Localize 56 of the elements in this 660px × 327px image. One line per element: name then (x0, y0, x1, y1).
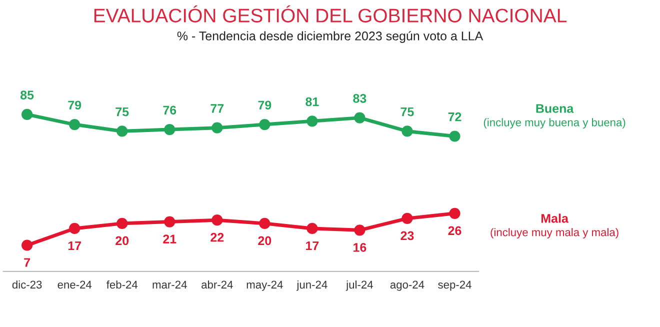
text: (incluye muy mala y mala) (490, 228, 618, 238)
data-label: 17 (68, 241, 81, 250)
point (116, 126, 128, 137)
data-label: 83 (353, 94, 366, 103)
point (354, 112, 366, 124)
point (306, 222, 318, 234)
point (22, 108, 33, 120)
data-label: 17 (306, 241, 319, 250)
data-label: 22 (210, 232, 224, 242)
point (212, 122, 223, 134)
x-tick-label: mar-24 (152, 280, 187, 289)
point (116, 218, 128, 230)
x-tick-label: feb-24 (106, 280, 138, 289)
x-tick-label: sep-24 (438, 280, 472, 291)
data-label: 79 (258, 100, 272, 110)
data-label: 77 (210, 104, 224, 113)
x-tick-label: ene-24 (58, 280, 92, 289)
x-tick-label: jun-24 (296, 280, 328, 291)
x-tick-label: may-24 (246, 280, 283, 291)
point (164, 216, 176, 228)
point (449, 130, 460, 142)
text: Mala (541, 214, 569, 223)
data-label: 7 (24, 258, 30, 267)
data-label: 16 (354, 242, 366, 252)
point (69, 222, 80, 234)
text: Buena (536, 104, 574, 113)
x-tick-label: jul-24 (346, 280, 373, 291)
point (402, 126, 413, 137)
data-label: 85 (20, 90, 34, 100)
data-label: 75 (116, 108, 129, 116)
point (259, 118, 270, 130)
data-label: 75 (400, 108, 414, 116)
data-label: 72 (448, 112, 462, 122)
data-label: 23 (400, 231, 414, 240)
point (354, 224, 366, 236)
data-label: 76 (163, 106, 176, 115)
point (449, 208, 460, 219)
point (402, 212, 413, 224)
x-tick-label: ago-24 (390, 280, 424, 291)
chart-title: EVALUACIÓN GESTIÓN DEL GOBIERNO NACIONAL (94, 5, 567, 22)
data-label: 20 (258, 236, 272, 246)
point (22, 240, 33, 251)
x-tick-label: abr-24 (202, 280, 233, 289)
data-label: 21 (163, 234, 176, 244)
data-label: 20 (116, 236, 129, 246)
point (212, 214, 223, 226)
data-label: 26 (448, 226, 462, 236)
point (164, 124, 176, 136)
text: (incluye muy buena y buena) (484, 118, 626, 129)
point (259, 218, 270, 230)
data-label: 81 (306, 97, 319, 106)
x-tick-label: dic-23 (12, 280, 42, 289)
data-label: 79 (68, 100, 82, 110)
point (69, 118, 80, 130)
chart-subtitle: % - Tendencia desde diciembre 2023 según voto a LLA (177, 31, 484, 43)
point (306, 116, 318, 127)
